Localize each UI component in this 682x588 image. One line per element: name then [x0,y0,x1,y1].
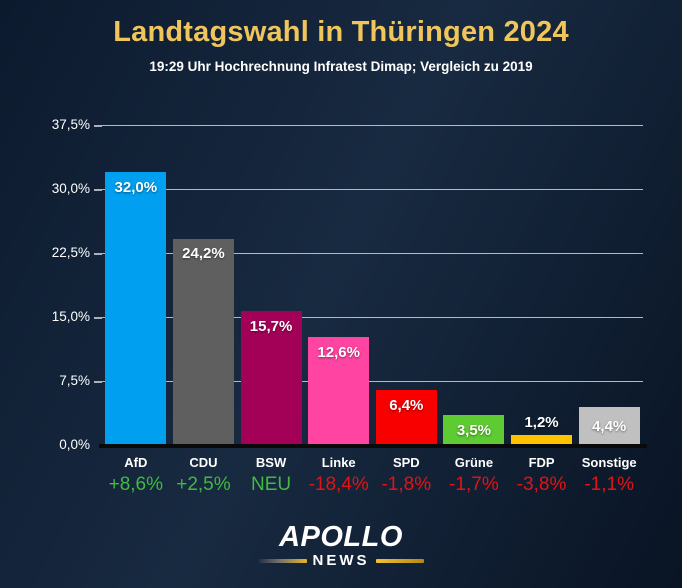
x-axis-label: BSW [255,455,287,470]
page-title: Landtagswahl in Thüringen 2024 [113,16,569,48]
bar-value-label: 1,2% [524,413,559,431]
y-axis-label: 7,5% [59,373,90,388]
logo-sub-row: NEWS [258,552,424,569]
bar-value-label: 24,2% [182,245,225,263]
y-axis-tick [94,252,102,255]
x-axis-label: FDP [528,455,555,470]
logo-line-left [258,558,307,563]
bar-afd [105,171,167,445]
gridline [102,125,643,126]
change-label: -1,7% [449,474,499,495]
bar-value-label: 32,0% [114,178,158,196]
y-axis-label: 15,0% [51,309,90,324]
gridline [102,253,643,254]
bar-grüne [443,415,505,445]
y-axis-tick [94,188,102,191]
change-label: -1,1% [584,474,634,495]
x-axis-label: Linke [321,455,356,470]
gridline [102,381,643,382]
x-axis-label: Sonstige [581,455,637,470]
y-axis-label: 37,5% [51,117,90,132]
gridline [102,189,643,190]
y-axis-tick [94,124,102,127]
x-axis-baseline [99,444,647,448]
y-axis-tick [94,380,102,383]
bar-chart-plot-area: 32,0% AfD +8,6% 24,2% CDU +2,5% 15,7% BSW NEU 12,… [94,124,647,495]
change-label: -18,4% [308,474,369,495]
logo-brand-text: APOLLO [279,521,403,553]
bar-value-label: 15,7% [249,318,293,336]
bar-bsw [240,311,302,445]
change-label: -1,8% [381,474,432,495]
bar-spd [375,390,437,445]
bar-sonstige [578,407,640,445]
change-label: NEU [251,474,292,495]
bar-linke [308,337,370,445]
bar-value-label: 3,5% [456,421,492,439]
y-axis-label: 0,0% [59,437,90,452]
y-axis-label: 30,0% [51,181,90,196]
apollo-news-logo: APOLLO NEWS [0,521,682,569]
bar-fdp [511,434,573,445]
bar-value-label: 4,4% [592,417,627,435]
change-label: +2,5% [176,474,231,495]
bar-value-label: 6,4% [389,397,424,415]
change-label: -3,8% [516,474,567,495]
x-axis-label: Grüne [454,455,494,470]
x-axis-label: CDU [189,455,218,470]
gridline [102,317,643,318]
x-axis-label: AfD [124,455,148,470]
change-label: +8,6% [108,474,164,495]
y-axis-label: 22,5% [51,245,90,260]
x-axis-label: SPD [392,455,420,470]
bar-value-label: 12,6% [317,344,360,362]
subtitle: 19:29 Uhr Hochrechnung Infratest Dimap; … [149,59,533,74]
y-axis-tick [94,316,102,319]
bar-cdu [172,238,234,445]
logo-sub-text: NEWS [312,552,370,569]
logo-line-right [375,558,424,563]
